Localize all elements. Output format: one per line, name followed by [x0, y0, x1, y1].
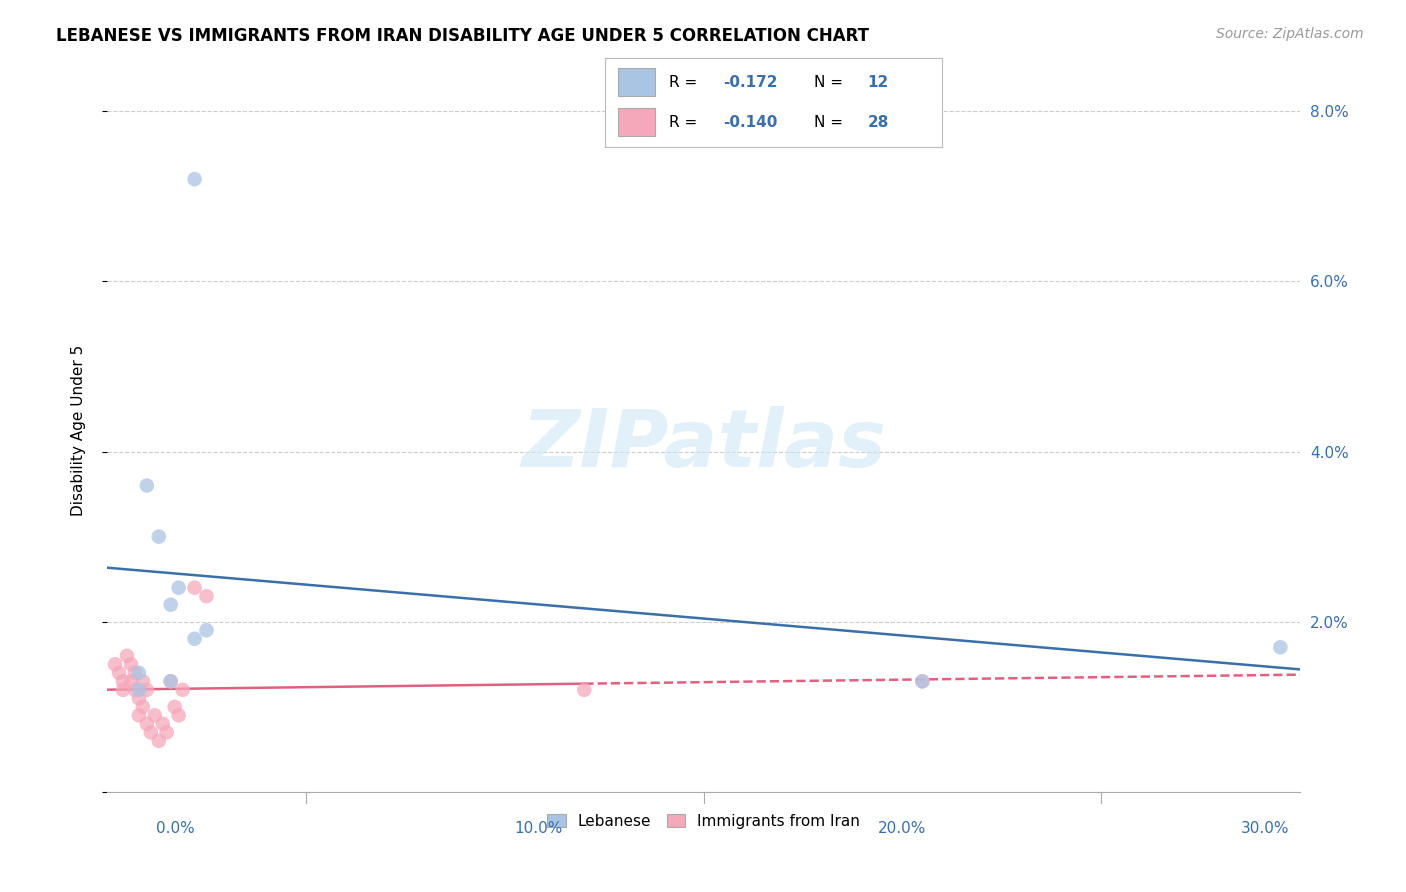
Text: N =: N =: [814, 115, 842, 129]
Text: ZIPatlas: ZIPatlas: [522, 406, 886, 483]
Text: R =: R =: [669, 115, 697, 129]
Point: [128, 682, 150, 697]
Y-axis label: Disability Age Under 5: Disability Age Under 5: [72, 344, 86, 516]
Point: [139, 725, 162, 739]
Point: [148, 734, 170, 748]
Point: [128, 665, 150, 680]
Point: [911, 674, 934, 689]
Point: [148, 530, 170, 544]
Point: [135, 682, 157, 697]
Point: [195, 624, 218, 638]
Point: [128, 708, 150, 723]
Point: [115, 648, 138, 663]
Point: [159, 674, 181, 689]
Point: [1270, 640, 1292, 655]
Text: 20.0%: 20.0%: [877, 821, 927, 836]
Point: [183, 632, 205, 646]
Text: R =: R =: [669, 75, 697, 89]
Text: LEBANESE VS IMMIGRANTS FROM IRAN DISABILITY AGE UNDER 5 CORRELATION CHART: LEBANESE VS IMMIGRANTS FROM IRAN DISABIL…: [56, 27, 869, 45]
Point: [124, 682, 146, 697]
Point: [159, 674, 181, 689]
Point: [135, 478, 157, 492]
Point: [104, 657, 127, 672]
Point: [135, 717, 157, 731]
Point: [163, 699, 186, 714]
Point: [120, 657, 142, 672]
Point: [143, 708, 166, 723]
Text: 10.0%: 10.0%: [515, 821, 564, 836]
Text: 30.0%: 30.0%: [1241, 821, 1289, 836]
Point: [132, 674, 155, 689]
Point: [911, 674, 934, 689]
Point: [195, 589, 218, 603]
Point: [108, 665, 131, 680]
Text: 12: 12: [868, 75, 889, 89]
Legend: Lebanese, Immigrants from Iran: Lebanese, Immigrants from Iran: [541, 807, 866, 835]
Point: [167, 708, 190, 723]
Point: [120, 674, 142, 689]
Text: Source: ZipAtlas.com: Source: ZipAtlas.com: [1216, 27, 1364, 41]
Text: N =: N =: [814, 75, 842, 89]
Point: [183, 172, 205, 186]
Point: [156, 725, 179, 739]
Text: 28: 28: [868, 115, 889, 129]
Point: [111, 674, 134, 689]
Point: [172, 682, 194, 697]
Text: -0.140: -0.140: [723, 115, 778, 129]
Point: [183, 581, 205, 595]
Point: [574, 682, 596, 697]
Point: [167, 581, 190, 595]
FancyBboxPatch shape: [619, 108, 655, 136]
Point: [132, 699, 155, 714]
Point: [128, 691, 150, 706]
Text: -0.172: -0.172: [723, 75, 778, 89]
Point: [152, 717, 174, 731]
FancyBboxPatch shape: [619, 68, 655, 96]
Point: [159, 598, 181, 612]
Text: 0.0%: 0.0%: [156, 821, 195, 836]
Point: [124, 665, 146, 680]
Point: [111, 682, 134, 697]
